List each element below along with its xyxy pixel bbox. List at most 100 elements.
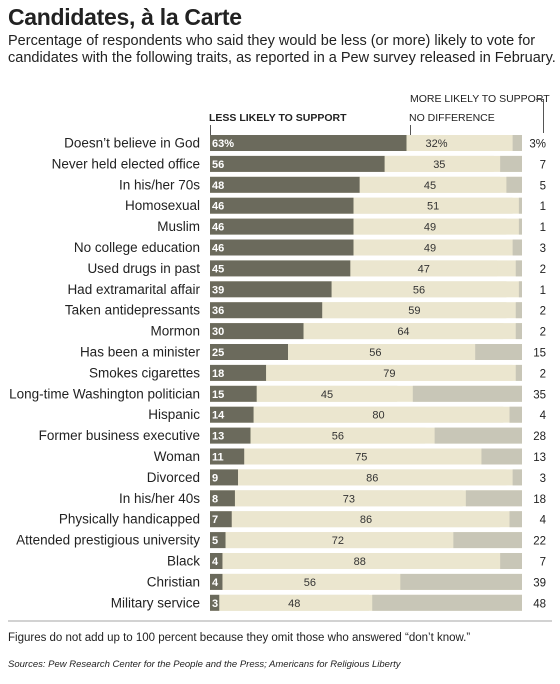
- sources: Sources: Pew Research Center for the Peo…: [8, 659, 401, 670]
- less-value-label: 8: [212, 493, 218, 505]
- row-label: Homosexual: [125, 198, 200, 213]
- more-value-label: 7: [540, 159, 546, 171]
- bar-more-likely: [512, 239, 522, 256]
- nodiff-value-label: 35: [433, 159, 445, 171]
- row-label: Former business executive: [39, 428, 200, 443]
- nodiff-value-label: 59: [408, 305, 420, 317]
- nodiff-value-label: 75: [355, 452, 367, 464]
- bar-more-likely: [500, 155, 522, 172]
- less-value-label: 13: [212, 431, 224, 443]
- row-label: Taken antidepressants: [65, 303, 200, 318]
- chart-title: Candidates, à la Carte: [8, 4, 242, 30]
- bar-no-difference: [244, 448, 479, 465]
- more-value-label: 4: [540, 515, 547, 527]
- less-value-label: 14: [212, 410, 225, 422]
- bar-less-likely: [210, 511, 232, 528]
- bar-more-likely: [400, 573, 522, 590]
- more-value-label: 2: [540, 306, 546, 318]
- bar-more-likely: [512, 135, 522, 151]
- less-value-label: 39: [212, 284, 224, 296]
- nodiff-value-label: 80: [372, 410, 384, 422]
- bar-less-likely: [210, 239, 354, 256]
- more-value-label: 35: [533, 389, 546, 401]
- bar-more-likely: [506, 176, 522, 193]
- more-value-label: 1: [540, 222, 546, 234]
- row-label: Woman: [154, 449, 200, 464]
- bar-less-likely: [210, 218, 354, 235]
- bar-no-difference: [359, 176, 501, 193]
- more-value-label: 3: [540, 243, 546, 255]
- row-label: Attended prestigious university: [16, 533, 200, 548]
- nodiff-value-label: 47: [418, 263, 430, 275]
- row-label: Divorced: [147, 470, 200, 485]
- less-value-label: 48: [212, 180, 224, 192]
- more-value-label: 5: [540, 180, 546, 192]
- legend-less-likely: LESS LIKELY TO SUPPORT: [209, 112, 347, 124]
- row-label: Long-time Washington politician: [9, 386, 200, 401]
- nodiff-value-label: 88: [354, 556, 366, 568]
- row-label: Christian: [147, 574, 200, 589]
- nodiff-value-label: 79: [383, 368, 395, 380]
- bar-less-likely: [210, 406, 254, 423]
- more-value-label: 39: [533, 577, 546, 589]
- less-value-label: 46: [212, 243, 224, 255]
- row-label: In his/her 70s: [119, 177, 200, 192]
- nodiff-value-label: 56: [413, 284, 425, 296]
- more-value-label: 13: [533, 452, 546, 464]
- nodiff-value-label: 73: [343, 493, 355, 505]
- more-value-label: 1: [540, 285, 546, 297]
- less-guide-line: [210, 125, 211, 136]
- bar-no-difference: [256, 385, 398, 402]
- less-value-label: 4: [212, 556, 219, 568]
- bar-less-likely: [210, 532, 226, 549]
- more-value-label: 28: [533, 431, 546, 443]
- nodiff-value-label: 56: [332, 431, 344, 443]
- more-value-label: 7: [540, 557, 546, 569]
- bar-no-difference: [303, 323, 504, 340]
- bar-no-difference: [266, 364, 513, 381]
- less-value-label: 5: [212, 535, 218, 547]
- bar-more-likely: [515, 260, 522, 277]
- stacked-bar-chart: Doesn’t believe in God 63% 32% 3% Never held…: [8, 135, 552, 622]
- row-label: Never held elected office: [52, 156, 200, 171]
- nodiff-value-label: 56: [304, 577, 316, 589]
- more-guide-line-h: [536, 99, 544, 100]
- bar-more-likely: [515, 364, 522, 381]
- more-value-label: 18: [533, 494, 546, 506]
- bar-no-difference: [225, 532, 451, 549]
- bar-no-difference: [250, 427, 426, 444]
- bar-no-difference: [222, 553, 498, 569]
- nodiff-value-label: 32%: [426, 138, 448, 150]
- less-value-label: 9: [212, 472, 218, 484]
- row-label: No college education: [74, 240, 200, 255]
- bar-no-difference: [219, 594, 370, 611]
- less-value-label: 56: [212, 159, 224, 171]
- bar-more-likely: [500, 553, 522, 569]
- nodiff-value-label: 48: [288, 598, 300, 610]
- bar-more-likely: [515, 302, 522, 319]
- row-label: Hispanic: [148, 407, 200, 422]
- bar-no-difference: [353, 218, 507, 235]
- row-label: Had extramarital affair: [67, 282, 200, 297]
- bar-less-likely: [210, 490, 235, 507]
- bar-no-difference: [406, 135, 507, 151]
- bar-less-likely: [210, 260, 351, 277]
- row-label: Doesn’t believe in God: [64, 136, 200, 151]
- bar-less-likely: [210, 176, 360, 193]
- bar-less-likely: [210, 448, 245, 465]
- more-value-label: 4: [540, 410, 547, 422]
- bar-more-likely: [412, 385, 522, 402]
- bar-no-difference: [350, 260, 498, 277]
- nodiff-guide-line: [410, 125, 411, 136]
- bar-more-likely: [372, 594, 522, 611]
- bar-more-likely: [453, 532, 522, 549]
- row-label: Black: [167, 554, 200, 569]
- less-value-label: 63%: [212, 138, 234, 150]
- nodiff-value-label: 64: [397, 326, 409, 338]
- bar-no-difference: [234, 490, 463, 507]
- nodiff-value-label: 72: [332, 535, 344, 547]
- row-label: In his/her 40s: [119, 491, 200, 506]
- bar-more-likely: [512, 469, 522, 486]
- less-value-label: 3: [212, 598, 218, 610]
- bar-less-likely: [210, 553, 223, 569]
